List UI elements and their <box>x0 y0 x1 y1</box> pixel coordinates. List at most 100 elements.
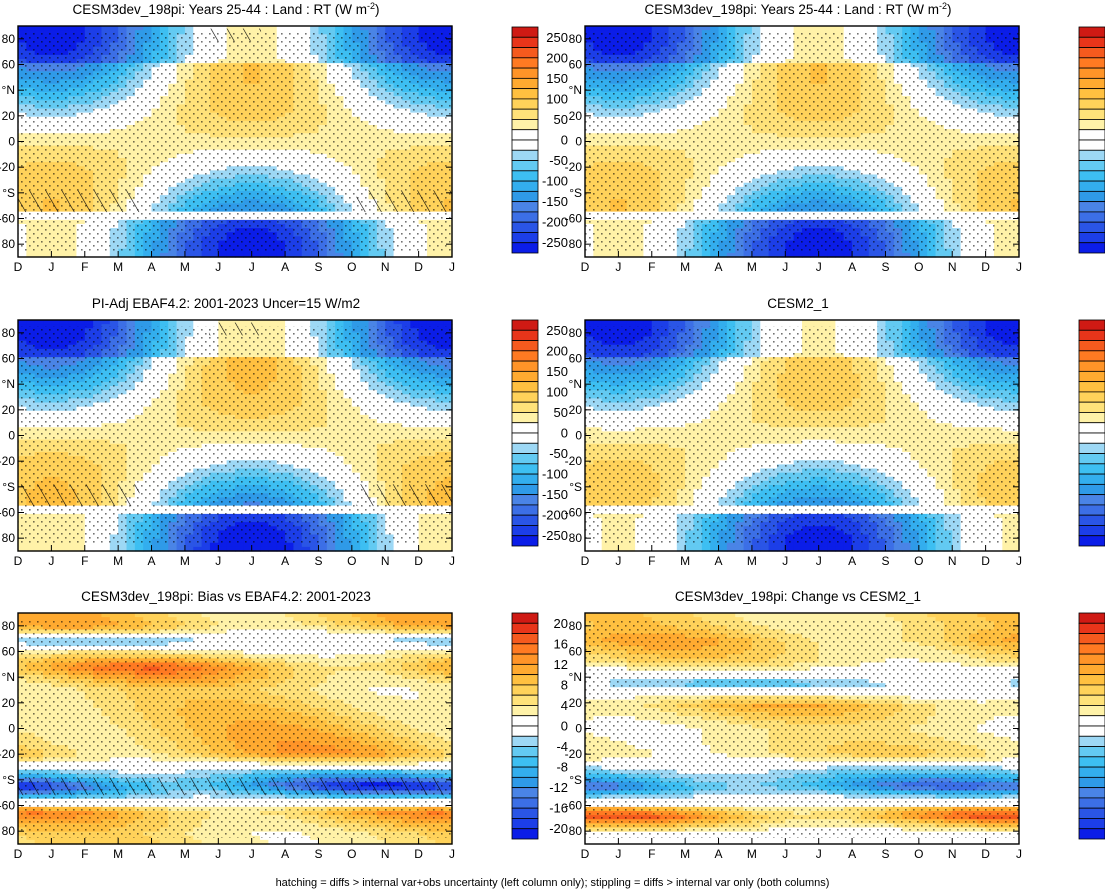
hatching-overlay <box>18 190 140 213</box>
heat-cell <box>310 248 320 254</box>
heat-cell <box>351 252 361 258</box>
x-tick-label: J <box>249 260 255 274</box>
hatching-overlay <box>356 190 452 213</box>
heat-cell <box>34 248 44 254</box>
y-tick-label: -60 <box>0 212 15 226</box>
heat-cell <box>401 26 411 31</box>
heat-cell <box>751 26 761 31</box>
heat-cell <box>51 248 61 254</box>
heat-cell <box>802 26 811 31</box>
x-tick-label: A <box>148 260 156 274</box>
heat-cell <box>243 252 253 258</box>
heat-cell <box>184 248 194 254</box>
colorbar-swatch <box>511 242 539 254</box>
heat-cell <box>201 26 211 31</box>
heat-cell <box>835 26 845 31</box>
heat-cell <box>93 248 103 254</box>
heat-cell <box>151 26 161 31</box>
heat-cell <box>293 252 303 258</box>
heat-cell <box>184 252 194 258</box>
heat-cell <box>26 248 36 254</box>
colorbar-swatch <box>511 180 539 192</box>
heat-cell <box>710 26 720 31</box>
heat-cell <box>159 248 169 254</box>
heat-cell <box>651 26 661 31</box>
heat-cell <box>251 248 261 254</box>
heat-cell <box>101 248 111 254</box>
heat-cell <box>626 26 636 31</box>
heat-cell <box>376 248 386 254</box>
heat-cell <box>184 26 194 31</box>
colorbar-swatch <box>511 170 539 182</box>
y-tick-label: -20 <box>0 160 15 174</box>
heat-cell <box>76 252 86 258</box>
colorbar-swatch <box>511 221 539 233</box>
heat-cell <box>360 252 370 258</box>
heat-cell <box>268 252 278 258</box>
heat-cell <box>310 252 320 258</box>
heat-cell <box>59 252 69 258</box>
heat-cell <box>34 26 44 31</box>
colorbar-swatch <box>511 77 539 90</box>
heat-cell <box>159 26 169 31</box>
heat-cell <box>251 252 261 258</box>
heat-cell <box>84 26 94 31</box>
heat-cell <box>201 248 211 254</box>
colorbar-swatch <box>511 47 539 59</box>
heat-cell <box>101 252 111 258</box>
heat-cell <box>593 26 603 31</box>
heat-cell <box>335 26 345 31</box>
heat-cell <box>326 26 336 31</box>
heat-cell <box>26 26 36 31</box>
heat-cell <box>893 26 903 31</box>
heat-cell <box>293 26 303 31</box>
heat-cell <box>209 248 219 254</box>
heat-cell <box>610 26 619 31</box>
colorbar-swatch <box>511 98 539 110</box>
heat-cell <box>985 26 995 31</box>
heat-cell <box>276 252 286 258</box>
heat-cell <box>134 26 144 31</box>
heat-cell <box>910 26 920 31</box>
heat-cell <box>993 26 1003 31</box>
heat-cell <box>51 26 61 31</box>
heat-cell <box>318 252 328 258</box>
heat-cell <box>435 26 445 31</box>
heat-cell <box>443 26 453 31</box>
heat-cell <box>285 248 295 254</box>
hatching-overlay <box>208 28 262 42</box>
heat-cell <box>68 26 78 31</box>
heat-cell <box>852 26 862 31</box>
y-tick-label: 80 <box>2 237 16 251</box>
heat-cell <box>426 248 436 254</box>
heat-cell <box>235 26 244 31</box>
colorbar-swatch <box>511 160 539 172</box>
heat-cell <box>827 26 836 31</box>
heat-cell <box>918 26 928 31</box>
heat-cell <box>343 26 353 31</box>
heat-cell <box>43 26 52 31</box>
heat-cell <box>68 252 78 258</box>
heat-cell <box>76 248 86 254</box>
x-tick-label: N <box>381 260 390 274</box>
heat-cell <box>93 252 103 258</box>
heat-cell <box>368 26 378 31</box>
heat-cell <box>68 248 78 254</box>
heat-cell <box>193 248 203 254</box>
heat-cell <box>109 26 119 31</box>
colorbar-swatch <box>511 201 539 213</box>
colorbar-swatch <box>511 108 539 120</box>
heat-cell <box>34 252 44 258</box>
heat-cell <box>885 26 895 31</box>
colorbar-swatch <box>511 88 539 100</box>
heat-cell <box>76 26 86 31</box>
heat-cell <box>243 26 253 31</box>
heat-cell <box>176 26 186 31</box>
heat-cell <box>735 26 745 31</box>
heat-cell <box>168 252 178 258</box>
panel-2: 8060°N200-20°S-6080DJFMAMJJASONDJ2502001… <box>565 25 1105 274</box>
x-tick-label: O <box>347 260 356 274</box>
heat-cell <box>118 26 128 31</box>
